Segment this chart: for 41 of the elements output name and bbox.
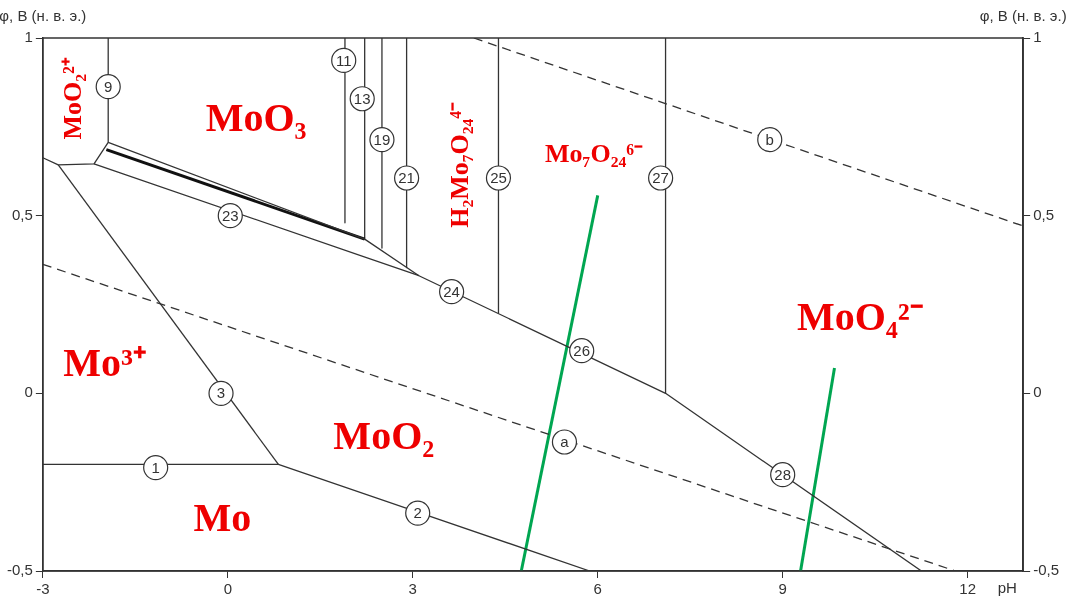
y2-tick-label: 1 [1033, 28, 1042, 46]
annotation: 23 [221, 206, 239, 224]
annotation: Mo³⁺ [63, 340, 147, 386]
y-tick-label: 1 [24, 28, 33, 46]
annotation: 13 [353, 89, 371, 107]
x-tick-label: 12 [959, 580, 977, 598]
annotation: a [560, 433, 570, 451]
x-tick-label: 0 [223, 580, 232, 598]
annotation: 11 [335, 51, 352, 69]
x-tick-label: 3 [408, 580, 417, 598]
annotation: 1 [151, 458, 160, 476]
y-tick-label: -0,5 [6, 561, 33, 579]
y-tick-label: 0 [24, 383, 33, 401]
annotation: 27 [652, 169, 669, 187]
y-axis-title: φ, В (н. в. э.) [0, 6, 87, 24]
annotation: MoO₂²⁺ [58, 57, 88, 140]
annotation: 24 [443, 282, 460, 300]
x-tick-label: 9 [778, 580, 787, 598]
y2-tick-label: 0,5 [1033, 205, 1055, 223]
annotation: 25 [490, 169, 507, 187]
annotation: b [765, 130, 774, 148]
annotation: 19 [373, 130, 391, 148]
x-axis-title: pH [997, 578, 1017, 596]
y2-axis-title: φ, В (н. в. э.) [979, 6, 1067, 24]
x-tick-label: -3 [36, 580, 50, 598]
annotation: 3 [216, 384, 226, 402]
annotation: H₂Mo₇O₂₄⁴⁻ [444, 101, 474, 228]
x-tick-label: 6 [593, 580, 602, 598]
annotation: 26 [573, 341, 591, 359]
annotation: MoO₂ [333, 413, 435, 459]
y2-tick-label: 0 [1033, 383, 1042, 401]
annotation: 21 [398, 169, 415, 187]
y2-tick-label: -0,5 [1033, 561, 1060, 579]
annotation: 9 [104, 77, 113, 95]
annotation: 2 [413, 504, 422, 522]
annotation: MoO₃ [205, 95, 307, 141]
annotation: Mo₇O₂₄⁶⁻ [545, 138, 644, 168]
y-tick-label: 0,5 [11, 205, 33, 223]
annotation: MoO₄²⁻ [796, 294, 924, 340]
annotation: Mo [193, 494, 252, 540]
annotation: 28 [774, 465, 792, 483]
